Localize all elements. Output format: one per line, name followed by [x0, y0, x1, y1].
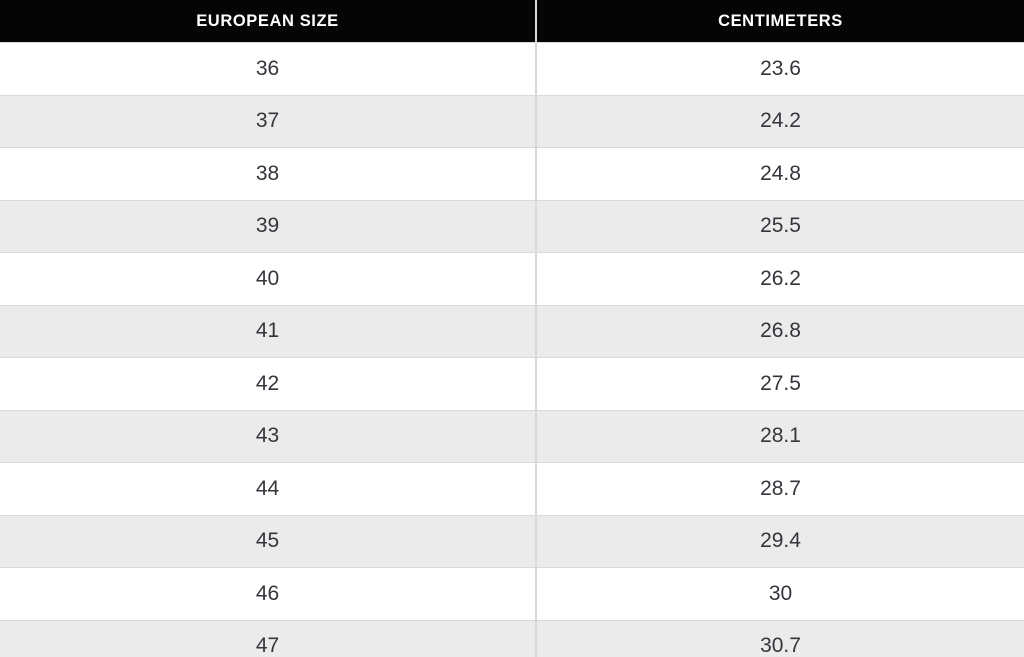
cell-european-size: 36 — [0, 43, 537, 95]
cell-european-size: 40 — [0, 253, 537, 305]
table-row: 43 28.1 — [0, 409, 1024, 462]
column-header-centimeters: CENTIMETERS — [718, 11, 843, 30]
column-header-european-size: EUROPEAN SIZE — [0, 0, 537, 42]
cell-centimeters: 29.4 — [760, 529, 801, 553]
cell-centimeters: 27.5 — [760, 371, 801, 395]
cell-european-size: 39 — [0, 200, 537, 252]
cell-european-size: 41 — [0, 305, 537, 357]
cell-centimeters: 26.2 — [760, 266, 801, 290]
cell-european-size: 44 — [0, 463, 537, 515]
cell-centimeters: 28.7 — [760, 476, 801, 500]
cell-european-size: 46 — [0, 568, 537, 620]
table-row: 38 24.8 — [0, 147, 1024, 200]
table-header-row: EUROPEAN SIZE CENTIMETERS — [0, 0, 1024, 42]
cell-european-size: 43 — [0, 410, 537, 462]
cell-european-size: 47 — [0, 620, 537, 657]
table-row: 36 23.6 — [0, 42, 1024, 95]
cell-centimeters: 28.1 — [760, 424, 801, 448]
cell-centimeters: 24.8 — [760, 161, 801, 185]
table-row: 40 26.2 — [0, 252, 1024, 305]
cell-centimeters: 25.5 — [760, 214, 801, 238]
table-body: 36 23.6 37 24.2 38 24.8 39 25.5 40 26.2 41 26.8 42 27… — [0, 42, 1024, 657]
cell-european-size: 38 — [0, 148, 537, 200]
table-row: 37 24.2 — [0, 94, 1024, 147]
table-row: 42 27.5 — [0, 357, 1024, 410]
cell-centimeters: 26.8 — [760, 319, 801, 343]
table-row: 39 25.5 — [0, 199, 1024, 252]
cell-centimeters: 30.7 — [760, 634, 801, 657]
table-row: 47 30.7 — [0, 619, 1024, 657]
table-row: 41 26.8 — [0, 304, 1024, 357]
table-row: 45 29.4 — [0, 514, 1024, 567]
cell-centimeters: 30 — [768, 581, 793, 605]
cell-european-size: 45 — [0, 515, 537, 567]
cell-european-size: 37 — [0, 95, 537, 147]
cell-centimeters: 23.6 — [760, 56, 801, 80]
cell-centimeters: 24.2 — [760, 109, 801, 133]
cell-european-size: 42 — [0, 358, 537, 410]
table-row: 46 30 — [0, 567, 1024, 620]
table-row: 44 28.7 — [0, 462, 1024, 515]
